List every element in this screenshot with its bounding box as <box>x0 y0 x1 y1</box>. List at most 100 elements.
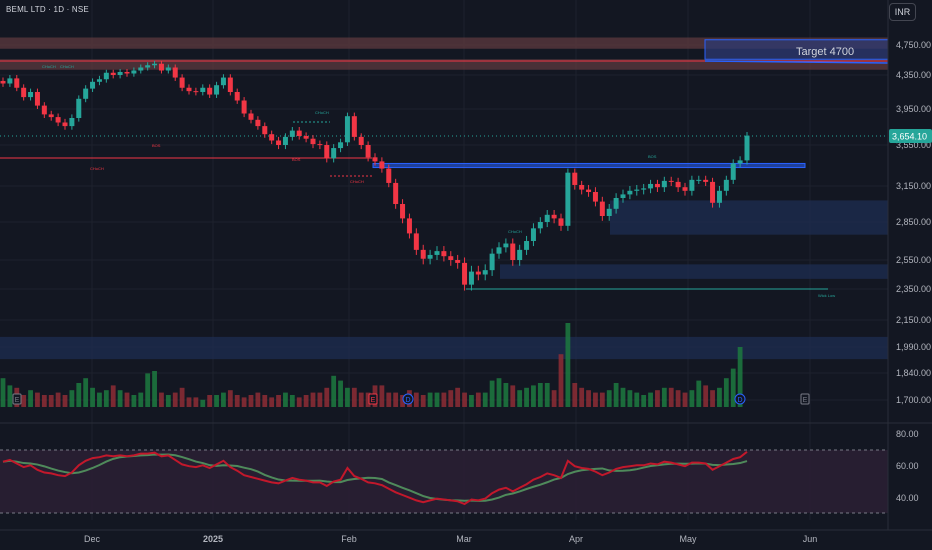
target-label: Target 4700 <box>796 46 854 58</box>
candle-body <box>365 145 371 158</box>
candle-body <box>648 183 654 189</box>
volume-bar <box>269 397 275 407</box>
candle-body <box>517 249 523 260</box>
candle-body <box>338 142 344 149</box>
demand-zone-1 <box>610 200 888 235</box>
earnings-marker <box>368 393 378 405</box>
candle-body <box>90 81 96 89</box>
volume-bar <box>579 387 585 407</box>
volume-bar <box>572 383 578 407</box>
volume-bar <box>613 383 619 407</box>
price-axis-label: 3,550.00 <box>896 140 931 150</box>
volume-bar <box>517 390 523 407</box>
volume-bar <box>165 395 171 407</box>
candle-body <box>462 262 468 285</box>
volume-bar <box>145 373 151 407</box>
volume-bar <box>48 395 54 407</box>
volume-bar <box>661 387 667 407</box>
candle-body <box>565 172 571 226</box>
volume-bar <box>682 392 688 407</box>
volume-bar <box>599 392 605 407</box>
volume-bar <box>358 392 364 407</box>
candle-body <box>110 72 116 75</box>
candle-body <box>131 70 137 74</box>
candle-body <box>703 179 709 182</box>
candle-body <box>172 67 178 78</box>
volume-bar <box>489 380 495 407</box>
volume-bar <box>62 395 68 407</box>
volume-bar <box>448 390 454 407</box>
price-axis-label: 2,350.00 <box>896 284 931 294</box>
price-axis-label: 1,990.00 <box>896 342 931 352</box>
candle-body <box>406 218 412 234</box>
volume-bar <box>703 385 709 407</box>
candle-body <box>744 135 750 161</box>
structure-label: CHoCH <box>508 229 522 234</box>
volume-bar <box>283 392 288 407</box>
candle-body <box>723 179 729 191</box>
volume-bar <box>413 392 419 407</box>
candle-body <box>193 91 199 93</box>
candle-body <box>41 105 47 115</box>
volume-bar <box>276 395 281 407</box>
candle-body <box>675 181 681 188</box>
volume-bar <box>324 387 330 407</box>
rsi-line <box>2 451 748 506</box>
volume-bar <box>723 378 729 407</box>
candle-body <box>716 190 722 203</box>
volume-bar <box>124 392 130 407</box>
structure-label: CHoCH <box>42 64 56 69</box>
candle-body <box>324 145 330 159</box>
candle-body <box>117 72 123 75</box>
candle-body <box>241 100 247 114</box>
candle-body <box>530 228 536 241</box>
volume-bar <box>138 392 144 407</box>
candle-body <box>158 63 164 71</box>
rsi-band <box>0 450 888 513</box>
volume-bar <box>76 383 82 407</box>
event-marker-label: E <box>15 397 20 404</box>
volume-bar <box>172 392 178 407</box>
candle-body <box>317 144 323 146</box>
volume-bar <box>21 395 27 407</box>
volume-bar <box>365 392 371 407</box>
structure-label: BOS <box>648 154 657 159</box>
volume-bar <box>310 392 316 407</box>
currency-button[interactable]: INR <box>889 3 916 21</box>
candle-body <box>668 180 674 182</box>
candlesticks <box>0 60 750 291</box>
time-axis-label: Apr <box>569 534 583 544</box>
volume-bar <box>710 390 715 407</box>
volume-bar <box>97 392 102 407</box>
candle-body <box>551 214 557 219</box>
candle-body <box>7 78 13 84</box>
candle-body <box>138 67 144 71</box>
structure-label: BOS <box>152 143 161 148</box>
candle-body <box>441 251 447 257</box>
candle-body <box>482 270 488 275</box>
structure-label: CHoCH <box>60 64 74 69</box>
price-axis-label: 3,150.00 <box>896 181 931 191</box>
volume-bar <box>482 392 488 407</box>
candle-body <box>96 79 102 82</box>
volume-bar <box>103 390 109 407</box>
candle-body <box>83 88 89 99</box>
volume-bar <box>537 383 543 407</box>
price-axis-label: 4,350.00 <box>896 70 931 80</box>
price-axis-label: 2,150.00 <box>896 315 931 325</box>
structure-label: CHoCH <box>350 179 364 184</box>
time-axis-label: May <box>679 534 697 544</box>
volume-bar <box>55 392 61 407</box>
candle-body <box>48 114 54 118</box>
candle-body <box>186 87 192 92</box>
volume-bar <box>717 387 722 407</box>
candle-body <box>641 188 647 190</box>
candle-body <box>427 254 433 259</box>
candle-body <box>510 243 516 260</box>
candle-body <box>524 241 530 250</box>
candle-body <box>310 138 316 145</box>
volume-bar <box>655 390 660 407</box>
volume-bar <box>131 395 137 407</box>
